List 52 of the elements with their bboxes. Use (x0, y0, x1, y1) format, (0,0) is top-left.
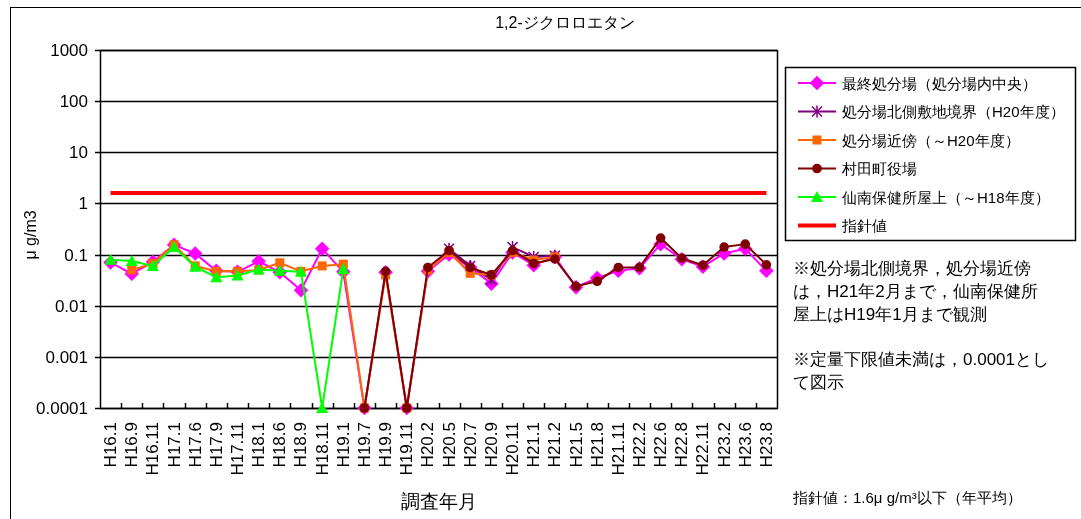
y-tick-label: 0.001 (45, 348, 88, 367)
x-tick-label: H20.5 (439, 422, 459, 468)
x-tick-label: H19.11 (397, 422, 417, 476)
x-tick-label: H23.2 (714, 422, 734, 468)
x-tick-label: H22.6 (651, 422, 671, 468)
x-tick-label: H16.11 (143, 422, 163, 476)
x-tick-label: H19.7 (354, 422, 374, 468)
y-tick-label: 0.1 (64, 246, 88, 265)
x-tick-label: H21.5 (566, 422, 586, 468)
x-tick-label: H21.8 (587, 422, 607, 468)
y-tick-label: 1 (78, 194, 88, 213)
chart-title: 1,2-ジクロロエタン (495, 14, 635, 31)
annotation: 指針値：1.6μ g/m³以下（年平均） (793, 488, 1023, 508)
x-tick-label: H20.2 (418, 422, 438, 468)
annotation: ※処分場北側境界，処分場近傍は，H21年2月まで，仙南保健所屋上はH19年1月まで観測 (793, 258, 1039, 326)
x-axis-title: 調査年月 (400, 491, 477, 512)
x-tick-label: H22.11 (693, 422, 713, 476)
x-tick-label: H17.6 (185, 422, 205, 468)
x-tick-label: H20.7 (460, 422, 480, 468)
x-tick-label: H22.8 (672, 422, 692, 468)
x-tick-label: H21.11 (608, 422, 628, 476)
y-tick-label: 100 (59, 92, 88, 111)
x-tick-label: H21.1 (524, 422, 544, 468)
annotation: ※定量下限値未満は，0.0001として図示 (793, 349, 1050, 394)
x-tick-label: H18.1 (249, 422, 269, 468)
x-tick-label: H22.2 (629, 422, 649, 468)
x-tick-label: H23.6 (735, 422, 755, 468)
legend-label: 処分場近傍（～H20年度） (842, 131, 1020, 149)
x-tick-label: H21.2 (545, 422, 565, 468)
x-tick-label: H18.9 (291, 422, 311, 468)
x-tick-label: H19.9 (376, 422, 396, 468)
x-tick-label: H16.1 (101, 422, 121, 468)
x-tick-label: H23.8 (756, 422, 776, 468)
x-tick-label: H17.9 (206, 422, 226, 468)
legend-label: 最終処分場（処分場内中央） (842, 74, 1037, 92)
x-tick-label: H17.1 (164, 422, 184, 468)
x-tick-label: H19.1 (333, 422, 353, 468)
y-tick-label: 0.0001 (36, 399, 88, 418)
y-tick-label: 1000 (50, 41, 88, 60)
y-tick-label: 10 (69, 143, 88, 162)
legend-label: 処分場北側敷地境界（H20年度） (842, 103, 1065, 120)
x-tick-label: H18.11 (312, 422, 332, 476)
x-tick-label: H20.11 (503, 422, 523, 476)
legend-label: 村田町役場 (841, 160, 917, 177)
x-tick-label: H17.11 (228, 422, 248, 476)
x-tick-label: H20.9 (481, 422, 501, 468)
y-tick-label: 0.01 (54, 297, 88, 316)
x-tick-label: H18.6 (270, 422, 290, 468)
legend-label: 仙南保健所屋上（～H18年度） (842, 188, 1050, 206)
x-tick-label: H16.9 (122, 422, 142, 468)
y-axis-title: μ g/m3 (21, 210, 39, 260)
legend-label: 指針値 (841, 217, 887, 234)
